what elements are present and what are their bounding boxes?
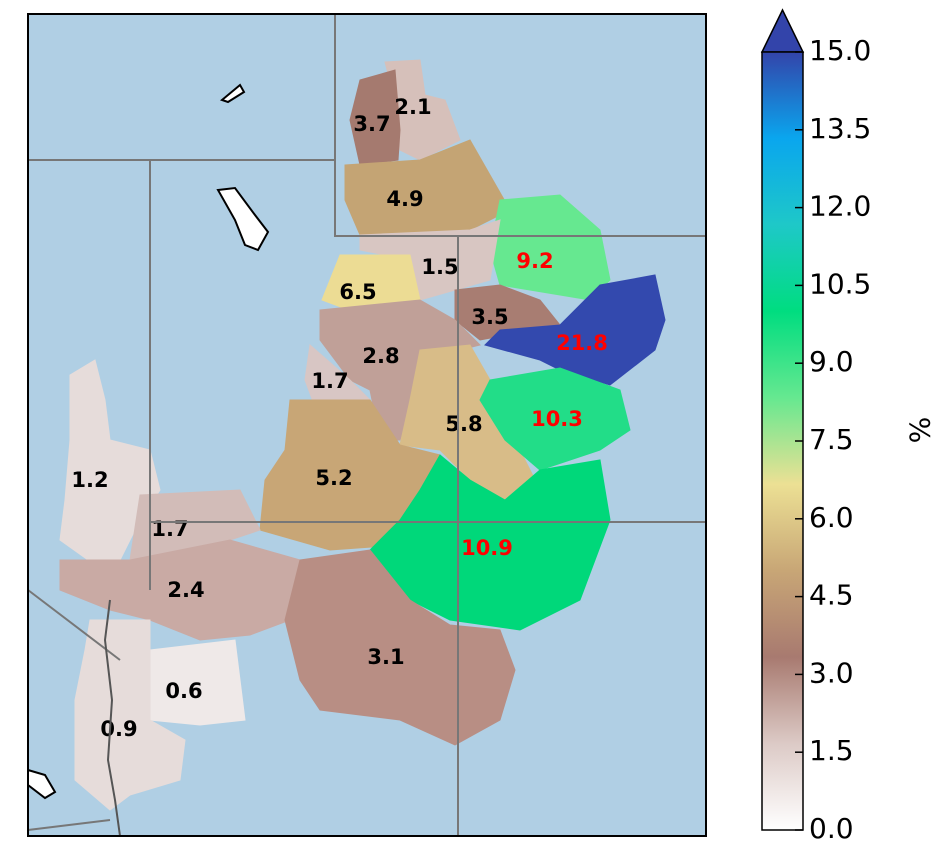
region-label: 2.4	[167, 578, 204, 602]
region-label: 2.1	[394, 95, 431, 119]
region	[349, 69, 401, 166]
region-label: 0.9	[100, 717, 137, 741]
region-label: 5.8	[445, 412, 482, 436]
region-label: 1.5	[421, 255, 458, 279]
region-label: 3.5	[471, 305, 508, 329]
colorbar-tick-label: 9.0	[809, 345, 854, 378]
colorbar-tick-label: 0.0	[809, 812, 854, 845]
lakes	[27, 83, 270, 800]
colorbar: 0.0 1.5 3.0 4.5 6.0 7.5 9.0 10.5 12.0 13.5 15.0%	[760, 8, 936, 845]
colorbar-tick-label: 10.5	[809, 267, 871, 300]
region	[479, 367, 631, 471]
colorbar-tick-label: 3.0	[809, 656, 854, 689]
region	[59, 539, 301, 641]
colorbar-extend	[760, 8, 805, 53]
region	[369, 454, 611, 631]
region-label: 3.1	[367, 645, 404, 669]
region-label: 6.5	[339, 280, 376, 304]
colorbar-tick-label: 15.0	[809, 34, 871, 67]
colorbar-tick-label: 13.5	[809, 112, 871, 145]
region	[74, 619, 186, 811]
colorbar-tick-label: 7.5	[809, 423, 854, 456]
colorbar-tick-label: 6.0	[809, 501, 854, 534]
state-borders	[27, 14, 706, 837]
region-label: 1.2	[71, 468, 108, 492]
region-label: 3.7	[353, 112, 390, 136]
colorbar-label: %	[903, 417, 936, 444]
region-label: 1.7	[151, 517, 188, 541]
colorbar-tick-label: 4.5	[809, 579, 854, 612]
colorbar-tick-label: 12.0	[809, 190, 871, 223]
region-label: 9.2	[516, 249, 553, 273]
region-label: 10.9	[461, 536, 513, 560]
map-frame	[27, 13, 707, 837]
region-label: 5.2	[315, 466, 352, 490]
region-label: 4.9	[386, 187, 423, 211]
region-label: 0.6	[165, 679, 202, 703]
region-label: 2.8	[362, 344, 399, 368]
region-label: 1.7	[311, 369, 348, 393]
regions: 2.13.7 4.9 9.2 1.5 6.5 3.5 21.8 2.8 1.7 5.8 10.3 1.…	[59, 59, 666, 811]
region-label: 21.8	[556, 331, 608, 355]
region-label: 10.3	[531, 407, 583, 431]
colorbar-tick-label: 1.5	[809, 734, 854, 767]
